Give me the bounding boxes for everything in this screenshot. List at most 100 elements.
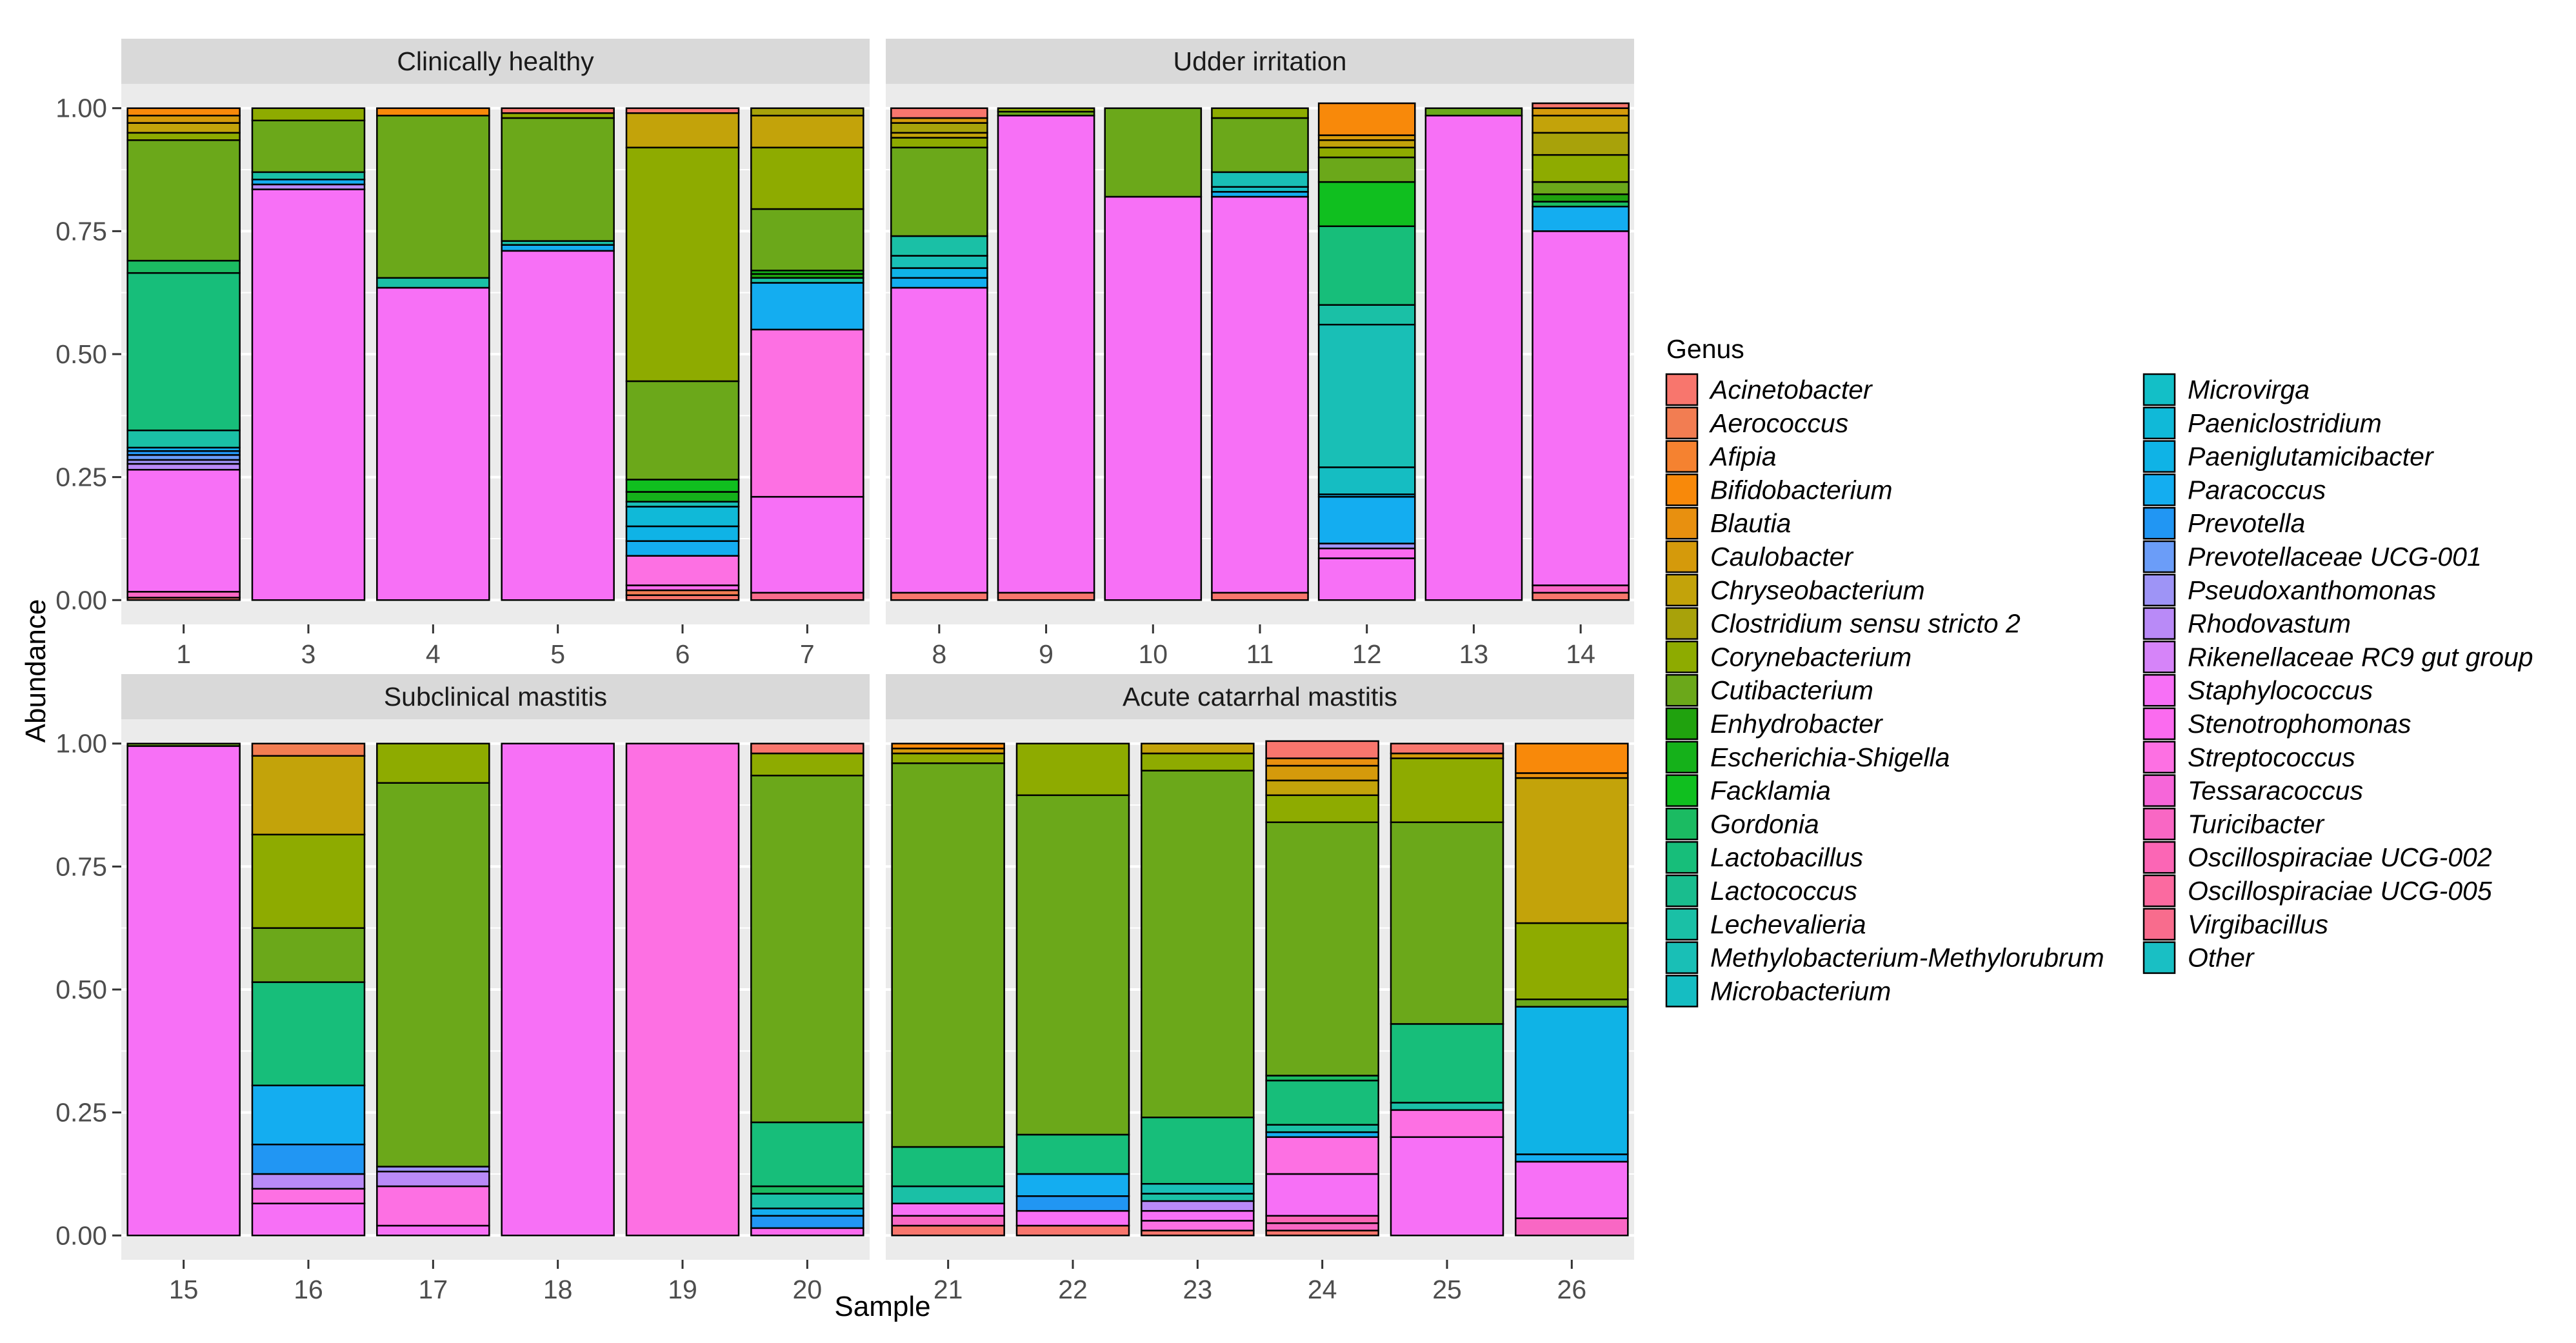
bar-segment xyxy=(997,107,1095,113)
legend-item: Paeniglutamicibacter xyxy=(2142,440,2435,473)
bar-segment xyxy=(1317,139,1416,148)
facet-panel: Udder irritation 8 9 10 11 12 13 14 xyxy=(886,39,1634,669)
bar-segment xyxy=(1265,1215,1379,1224)
bar-segment xyxy=(891,752,1005,764)
legend-key xyxy=(2142,641,2176,673)
x-tick-label: 17 xyxy=(419,1275,448,1304)
legend-item: Bifidobacterium xyxy=(1665,473,1893,506)
bar-segment xyxy=(750,114,864,148)
legend-item: Paracoccus xyxy=(2142,473,2326,506)
legend-label: Blautia xyxy=(1710,508,1791,538)
x-tick-label: 3 xyxy=(301,639,316,669)
y-tick-label: 0.75 xyxy=(55,216,107,246)
legend-item: Streptococcus xyxy=(2142,741,2355,774)
legend-label: Turicibacter xyxy=(2188,809,2325,839)
bar-segment xyxy=(1015,1173,1130,1197)
legend-item: Rhodovastum xyxy=(2142,607,2351,640)
legend-key xyxy=(1665,641,1699,673)
legend-item: Microbacterium xyxy=(1665,975,1891,1008)
facet-strip xyxy=(886,674,1634,719)
sample-bar xyxy=(251,107,366,601)
legend-label: Microbacterium xyxy=(1710,976,1891,1006)
legend-item: Acinetobacter xyxy=(1665,373,1873,406)
x-tick-label: 12 xyxy=(1352,639,1382,669)
legend-key xyxy=(2142,373,2176,406)
bar-segment xyxy=(126,272,241,432)
bar-segment xyxy=(1515,742,1629,774)
bar-segment xyxy=(1015,742,1130,797)
bar-segment xyxy=(1532,181,1630,195)
y-tick-label: 0.25 xyxy=(55,1098,107,1128)
bar-segment xyxy=(126,468,241,593)
bar-segment xyxy=(251,742,366,757)
legend-label: Afipia xyxy=(1708,442,1777,472)
bar-segment xyxy=(750,1185,864,1195)
legend-item: Microvirga xyxy=(2142,373,2310,406)
sample-bar xyxy=(1317,102,1416,601)
bar-segment xyxy=(891,762,1005,1148)
x-tick-label: 13 xyxy=(1459,639,1489,669)
legend-title: Genus xyxy=(1666,334,1744,364)
bar-segment xyxy=(1317,557,1416,601)
legend-item: Prevotellaceae UCG-001 xyxy=(2142,540,2482,573)
legend-key xyxy=(1665,707,1699,741)
bar-segment xyxy=(750,775,864,1124)
x-tick-label: 5 xyxy=(550,639,565,669)
bar-segment xyxy=(1317,102,1416,136)
sample-bar xyxy=(1015,742,1130,1237)
legend-label: Aerococcus xyxy=(1708,408,1848,438)
sample-bar xyxy=(376,107,490,601)
legend-key xyxy=(2142,941,2176,974)
legend-key xyxy=(1665,975,1699,1008)
legend-key xyxy=(1665,373,1699,406)
bar-segment xyxy=(890,286,988,594)
bar-segment xyxy=(376,1224,490,1237)
bar-segment xyxy=(1265,1124,1379,1133)
facet-strip xyxy=(121,674,870,719)
legend-label: Pseudoxanthomonas xyxy=(2188,575,2436,605)
bar-segment xyxy=(1532,230,1630,586)
bar-segment xyxy=(1390,1102,1504,1111)
bar-segment xyxy=(890,277,988,289)
bar-segment xyxy=(1390,1023,1504,1104)
bar-segment xyxy=(1141,770,1255,1119)
bar-segment xyxy=(1317,156,1416,183)
legend-item: Methylobacterium-Methylorubrum xyxy=(1665,941,2104,974)
bar-segment xyxy=(1141,752,1255,771)
legend-label: Facklamia xyxy=(1710,776,1831,806)
x-axis-title: Sample xyxy=(834,1291,930,1322)
bar-segment xyxy=(890,122,988,134)
bar-segment xyxy=(1515,1153,1629,1163)
sample-bar xyxy=(501,107,615,601)
bar-segment xyxy=(1532,107,1630,117)
bar-segment xyxy=(1265,1222,1379,1231)
legend-key xyxy=(1665,506,1699,540)
bar-segment xyxy=(251,981,366,1086)
y-tick-label: 1.00 xyxy=(55,729,107,759)
sample-bar xyxy=(750,107,864,601)
bar-segment xyxy=(1532,592,1630,601)
legend-key xyxy=(2142,808,2176,841)
legend-label: Corynebacterium xyxy=(1710,642,1912,672)
bar-segment xyxy=(501,244,615,252)
y-tick-label: 0.00 xyxy=(55,585,107,615)
legend-label: Stenotrophomonas xyxy=(2188,709,2411,739)
bar-segment xyxy=(625,525,740,542)
legend-key xyxy=(1665,673,1699,707)
bar-segment xyxy=(251,1188,366,1204)
legend-item: Chryseobacterium xyxy=(1665,573,1925,607)
sample-bar xyxy=(890,107,988,601)
x-tick-label: 9 xyxy=(1039,639,1053,669)
bar-segment xyxy=(890,592,988,601)
bar-segment xyxy=(997,114,1095,594)
bar-segment xyxy=(891,1215,1005,1227)
bar-segment xyxy=(625,380,740,481)
bar-segment xyxy=(891,1224,1005,1237)
facet-title: Clinically healthy xyxy=(397,46,594,76)
sample-bar xyxy=(1211,107,1309,601)
legend-label: Prevotella xyxy=(2188,508,2305,538)
bar-segment xyxy=(251,755,366,836)
bar-segment xyxy=(1265,1079,1379,1126)
legend-key xyxy=(1665,540,1699,573)
bar-segment xyxy=(1317,466,1416,495)
